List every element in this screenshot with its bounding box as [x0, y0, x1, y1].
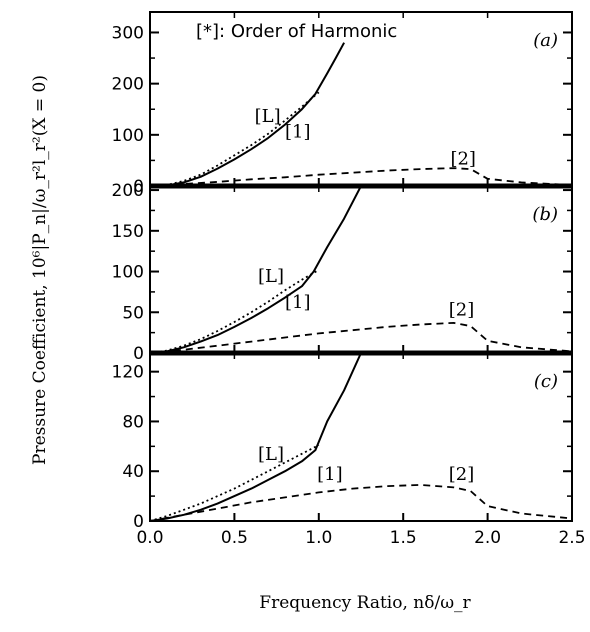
- panel-c-series: [150, 353, 572, 521]
- panel-c-series-2-line: [150, 483, 572, 521]
- panel-a-series-1-line: [150, 42, 345, 186]
- panel-b-ytick-label: 200: [112, 181, 144, 201]
- panel-c-tag: (c): [534, 371, 558, 392]
- panel-c: 0 40 80 120 [L] [1] [2] (c): [112, 353, 573, 532]
- panel-a-tag: (a): [533, 30, 558, 51]
- panel-a-series: [150, 42, 572, 186]
- xtick-label: 2.5: [558, 528, 585, 548]
- panel-a-annotation: [L]: [255, 106, 281, 127]
- x-axis-title: Frequency Ratio, nδ/ω_r: [259, 593, 471, 613]
- y-axis-title: Pressure Coefficient, 10⁶|P_n|/ω_r²l_r²(…: [30, 75, 50, 465]
- panel-b-tag: (b): [532, 204, 558, 225]
- panel-c-annotation: [2]: [449, 464, 475, 485]
- x-axis: 0.0 0.5 1.0 1.5 2.0 2.5: [136, 528, 585, 548]
- panel-a: 0 100 200 300 [L][1] [2] (a): [112, 12, 573, 197]
- panel-c-ytick-label: 120: [112, 363, 144, 383]
- panel-a-series-2-line: [150, 167, 572, 186]
- panel-b-ytick-label: 50: [122, 303, 144, 323]
- panel-b-ytick-label: 150: [112, 222, 144, 242]
- panel-b-annotation: [L]: [258, 266, 284, 287]
- panel-b: 0 50 100 150 200 [L][1] [2] (b): [112, 181, 573, 364]
- xtick-label: 0.0: [136, 528, 163, 548]
- panel-a-ytick-label: 300: [112, 23, 144, 43]
- panel-a-series-L-line: [150, 91, 320, 186]
- panel-b-ytick-label: 0: [133, 344, 144, 364]
- panel-b-series-1-line: [150, 186, 362, 353]
- panel-b-series: [150, 186, 572, 353]
- panel-b-series-L-line: [150, 269, 320, 353]
- panel-c-series-L-line: [150, 444, 320, 521]
- panel-b-annotation: [2]: [449, 300, 475, 321]
- xtick-label: 1.0: [305, 528, 332, 548]
- xtick-label: 0.5: [221, 528, 248, 548]
- panel-c-ytick-label: 80: [122, 412, 144, 432]
- panel-c-annotation: [L]: [258, 444, 284, 465]
- panel-c-series-1-line: [150, 353, 362, 521]
- harmonic-order-note: [*]: Order of Harmonic: [196, 21, 397, 42]
- xtick-label: 1.5: [390, 528, 417, 548]
- panel-a-ytick-label: 200: [112, 75, 144, 95]
- panel-b-series-2-line: [150, 321, 572, 353]
- panel-c-annotation: [1]: [317, 464, 343, 485]
- panel-a-ytick-label: 100: [112, 126, 144, 146]
- panel-c-frame: [149, 352, 573, 522]
- panel-b-annotation: [1]: [285, 292, 311, 313]
- panel-a-annotation: [1]: [285, 121, 311, 142]
- panel-b-ytick-label: 100: [112, 263, 144, 283]
- panel-a-annotation: [2]: [450, 149, 476, 170]
- panel-a-ytick-label: 0: [133, 177, 144, 197]
- panel-c-ytick-label: 0: [133, 512, 144, 532]
- panel-b-frame: [149, 185, 573, 354]
- panel-c-ytick-label: 40: [122, 462, 144, 482]
- xtick-label: 2.0: [474, 528, 501, 548]
